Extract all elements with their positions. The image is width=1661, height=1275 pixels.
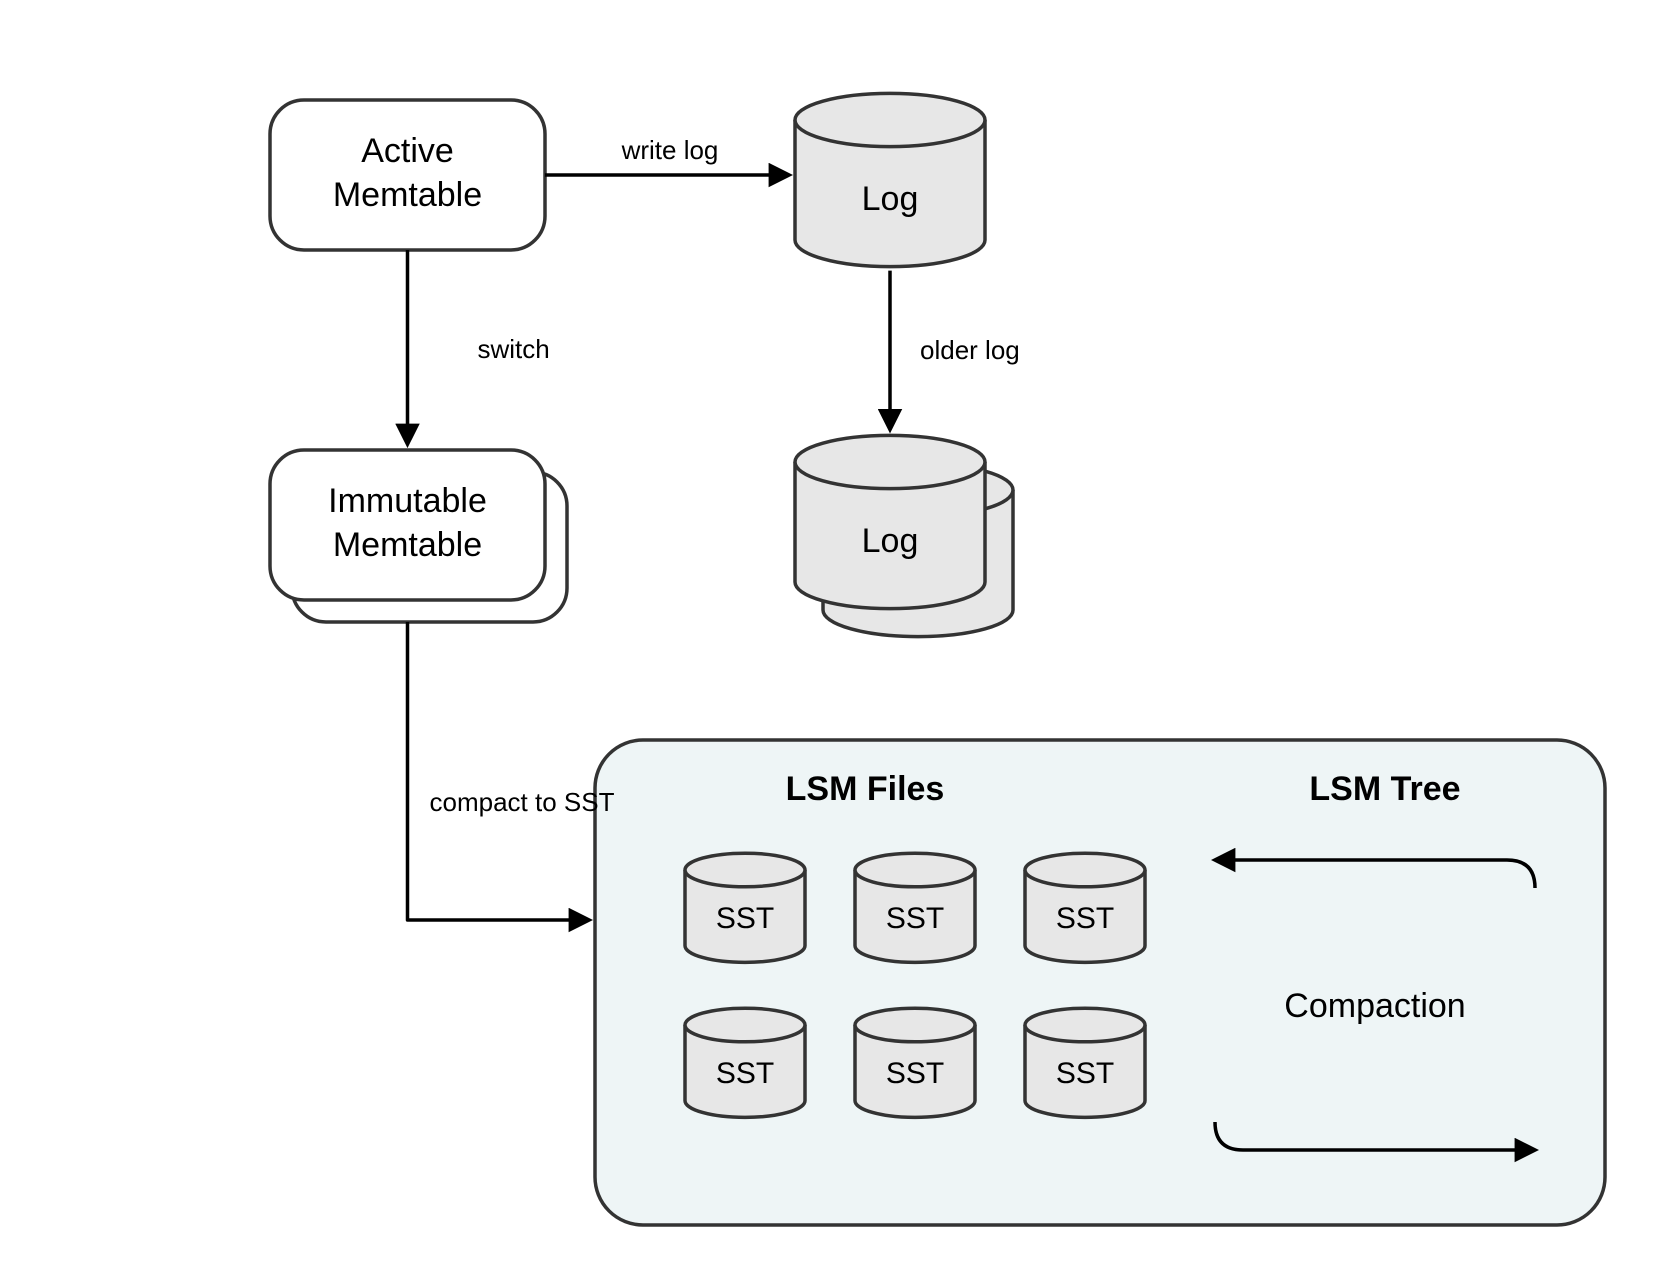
- label-write-log: write log: [621, 135, 719, 165]
- sst-text: SST: [1056, 902, 1114, 935]
- log-active-text: Log: [862, 180, 919, 218]
- lsm-panel: [595, 740, 1605, 1225]
- active-memtable-text2: Memtable: [333, 176, 482, 214]
- label-compact-sst: compact to SST: [430, 787, 615, 817]
- arrow-compact-sst: [408, 622, 590, 920]
- sst-text: SST: [886, 1057, 944, 1090]
- log-old-text: Log: [862, 522, 919, 560]
- panel-title-files: LSM Files: [786, 770, 945, 808]
- sst-text: SST: [886, 902, 944, 935]
- active-memtable-node: [270, 100, 545, 250]
- immutable-memtable-text2: Memtable: [333, 526, 482, 564]
- active-memtable-text1: Active: [361, 132, 454, 170]
- sst-text: SST: [1056, 1057, 1114, 1090]
- label-compaction: Compaction: [1284, 987, 1465, 1025]
- sst-text: SST: [716, 1057, 774, 1090]
- sst-text: SST: [716, 902, 774, 935]
- immutable-memtable-text1: Immutable: [328, 482, 487, 520]
- panel-title-tree: LSM Tree: [1309, 770, 1460, 808]
- immutable-memtable-node: [270, 450, 545, 600]
- label-switch: switch: [478, 334, 550, 364]
- label-older-log: older log: [920, 335, 1020, 365]
